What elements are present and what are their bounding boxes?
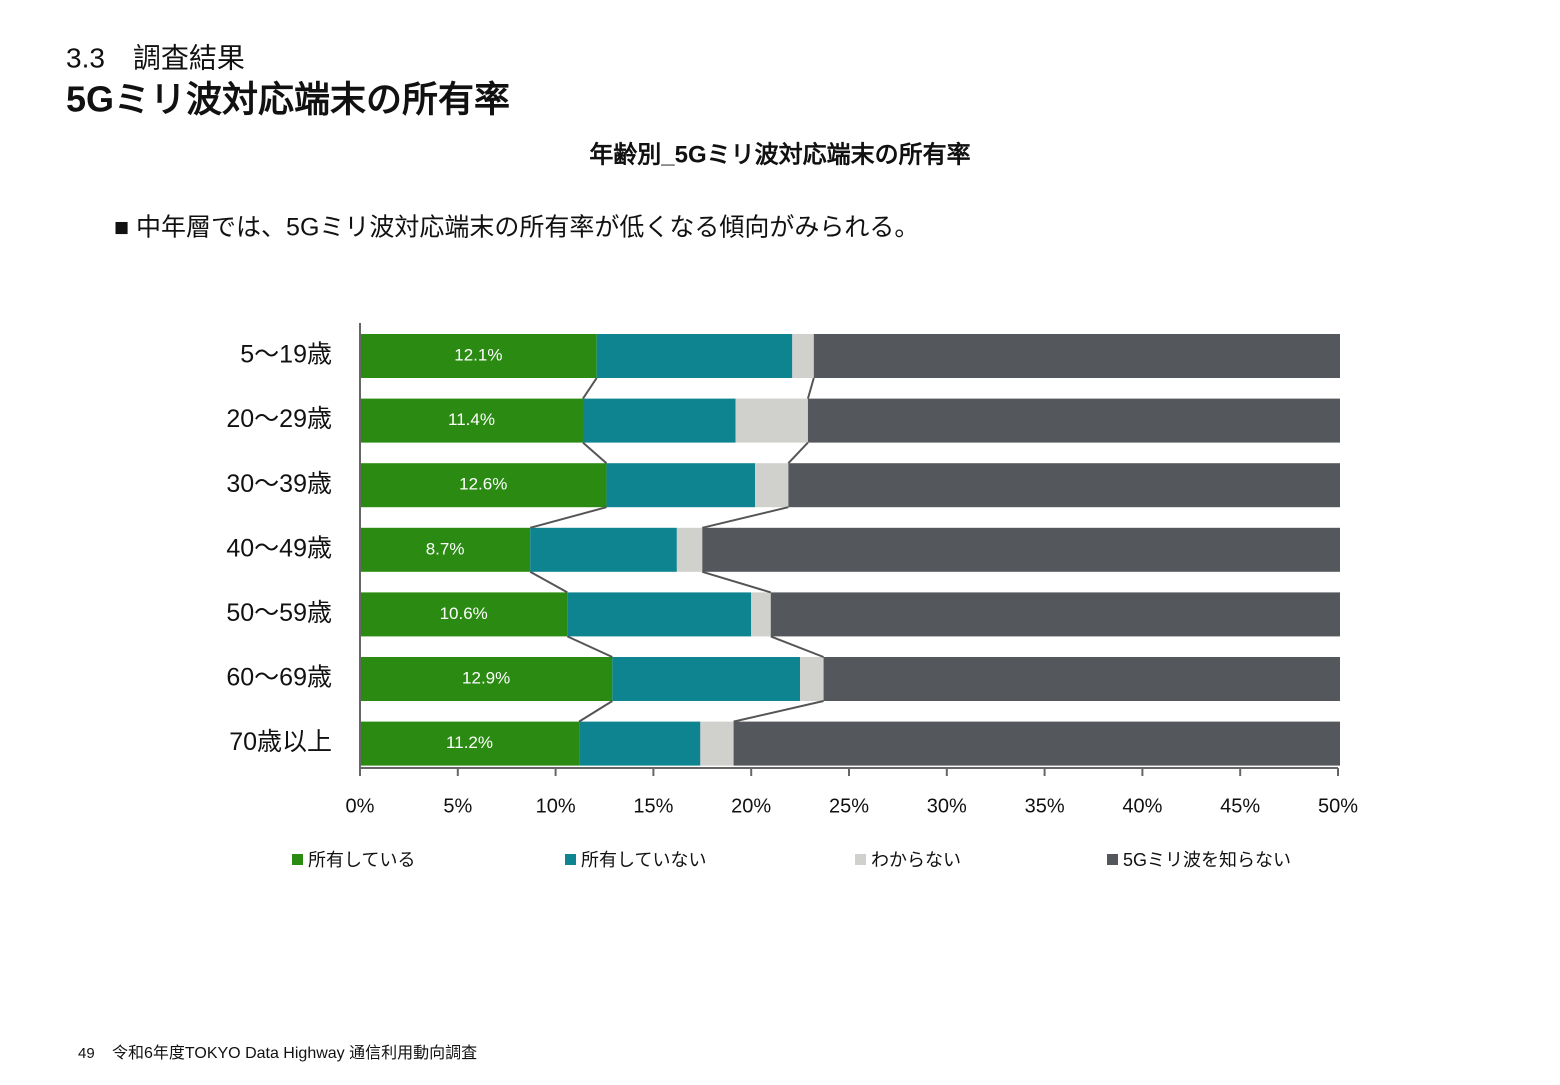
x-tick-label: 25% (829, 795, 869, 817)
page-number: 49 (78, 1045, 95, 1062)
page-title: 5Gミリ波対応端末の所有率 (66, 79, 510, 120)
legend-label: 所有していない (581, 850, 706, 870)
x-tick-label: 50% (1318, 795, 1358, 817)
y-tick-label: 20～29歳 (226, 405, 332, 433)
connector-line (582, 377, 598, 400)
y-tick-label: 40～49歳 (226, 534, 332, 562)
data-label: 12.6% (459, 475, 507, 494)
bar-segment (360, 657, 613, 701)
x-tick-label: 35% (1025, 795, 1065, 817)
legend-swatch (565, 854, 576, 865)
data-label: 8.7% (426, 539, 465, 558)
x-tick-label: 0% (346, 795, 375, 817)
bars (360, 334, 1340, 766)
bar-segment (751, 592, 771, 637)
bar-segment (579, 721, 701, 766)
connector-line (787, 441, 809, 464)
legend-label: 所有している (308, 850, 415, 870)
bar-segment (676, 527, 703, 572)
connector-line (770, 635, 824, 658)
connector-line (806, 377, 815, 399)
data-label: 12.9% (462, 668, 510, 687)
bar-segment (700, 721, 734, 766)
legend-swatch (292, 854, 303, 865)
x-tick-label: 5% (443, 795, 472, 817)
bar-segment (800, 657, 824, 701)
bar-segment (813, 334, 1340, 378)
bar-segment (582, 398, 736, 443)
bar-segment (702, 527, 1340, 572)
y-tick-label: 50～59歳 (226, 599, 332, 627)
data-label: 10.6% (440, 604, 488, 623)
bar-segment (360, 592, 568, 637)
data-label: 11.2% (446, 733, 493, 752)
bar-segment (596, 334, 793, 378)
connector-line (702, 506, 789, 529)
y-tick-label: 5～19歳 (240, 341, 332, 369)
bar-segment (606, 463, 756, 508)
bar-segment (755, 463, 789, 508)
bar-segment (733, 721, 1340, 766)
bar-segment (360, 334, 597, 378)
x-tick-label: 40% (1122, 795, 1162, 817)
note: ■ 中年層では、5Gミリ波対応端末の所有率が低くなる傾向がみられる。 (114, 214, 919, 242)
x-tick-label: 10% (536, 795, 576, 817)
data-label: 11.4% (448, 410, 495, 429)
y-tick-label: 30～39歳 (226, 470, 332, 498)
chart-title: 年齢別_5Gミリ波対応端末の所有率 (589, 140, 970, 168)
connector-line (529, 570, 568, 594)
legend-swatch (855, 854, 866, 865)
footer-source: 令和6年度TOKYO Data Highway 通信利用動向調査 (112, 1044, 477, 1062)
connector-line (529, 506, 607, 529)
bar-segment (360, 398, 583, 443)
x-tick-label: 45% (1220, 795, 1260, 817)
section-label: 3.3 調査結果 (66, 42, 245, 73)
bar-segment (567, 592, 752, 637)
data-label: 12.1% (454, 345, 502, 364)
bar-segment (360, 721, 580, 766)
y-tick-label: 70歳以上 (229, 728, 332, 756)
bar-segment (807, 398, 1340, 443)
connector-line (566, 635, 613, 658)
bar-segment (788, 463, 1340, 508)
bar-segment (735, 398, 808, 443)
bar-segment (823, 657, 1340, 701)
legend-swatch (1107, 854, 1118, 865)
connector-line (578, 700, 613, 723)
x-tick-label: 20% (731, 795, 771, 817)
bar-segment (360, 463, 607, 508)
connector-line (582, 441, 608, 464)
bar-segment (530, 527, 677, 572)
bar-segment (792, 334, 814, 378)
y-tick-label: 60～69歳 (226, 664, 332, 692)
legend-label: わからない (871, 850, 961, 870)
bar-segment (770, 592, 1340, 637)
connector-line (733, 700, 824, 723)
connector-line (702, 570, 772, 594)
bar-segment (612, 657, 801, 701)
x-tick-label: 30% (927, 795, 967, 817)
x-tick-label: 15% (633, 795, 673, 817)
bar-segment (360, 527, 531, 572)
legend-label: 5Gミリ波を知らない (1123, 850, 1291, 870)
